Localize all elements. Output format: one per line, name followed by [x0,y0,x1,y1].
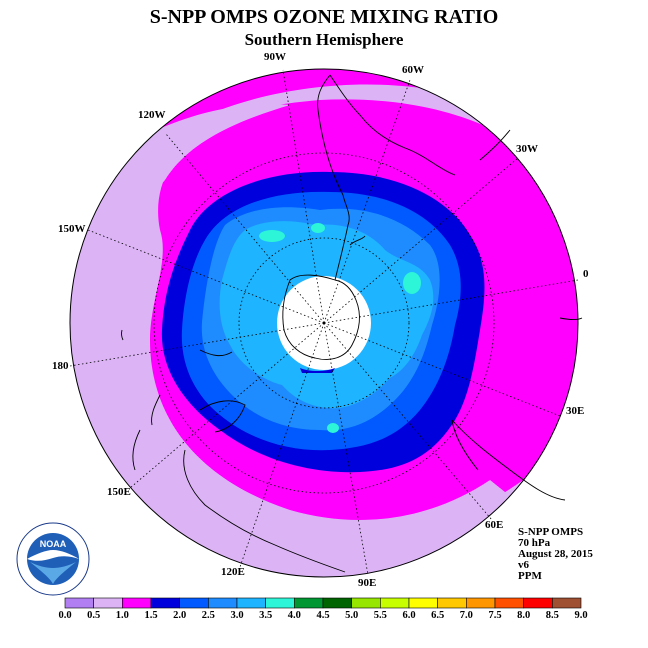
lon-label-0: 0 [583,268,589,280]
noaa-logo: NOAA [16,522,90,596]
colorbar-swatch [179,597,209,609]
info-level: 70 hPa [518,537,551,549]
colorbar-tick-label: 7.0 [459,610,473,621]
colorbar-swatch [150,597,180,609]
lon-label-120w: 120W [138,109,166,121]
colorbar-tick-label: 4.0 [287,610,301,621]
colorbar-swatch [294,597,324,609]
colorbar-swatch [494,597,524,609]
colorbar-swatch [64,597,94,609]
colorbar-swatch [380,597,410,609]
colorbar-tick-label: 3.0 [230,610,244,621]
colorbar-tick-label: 7.5 [488,610,502,621]
colorbar-tick-label: 2.0 [173,610,187,621]
lon-label-120e: 120E [221,566,245,578]
colorbar-tick-label: 2.5 [201,610,215,621]
colorbar-swatch [265,597,295,609]
colorbar-tick-label: 8.0 [517,610,531,621]
colorbar-tick-label: 5.5 [373,610,387,621]
lon-label-150w: 150W [58,223,86,235]
colorbar-swatch [122,597,152,609]
colorbar-swatch [466,597,496,609]
colorbar-tick-label: 0.0 [58,610,72,621]
south-pole-marker [322,321,326,325]
pole-edge [300,368,335,373]
colorbar-tick-label: 9.0 [574,610,588,621]
colorbar-tick-label: 8.5 [545,610,559,621]
max-patch-east [403,272,421,294]
map-border [69,68,579,578]
lon-label-180: 180 [52,360,69,372]
lon-label-30e: 30E [566,405,585,417]
colorbar-swatch [523,597,553,609]
map-title: S-NPP OMPS OZONE MIXING RATIO [149,6,499,28]
lon-label-60e: 60E [485,519,504,531]
info-instrument: S-NPP OMPS [518,526,584,538]
colorbar-tick-label: 1.0 [115,610,129,621]
max-patch-north [311,223,325,233]
colorbar-tick-label: 4.5 [316,610,330,621]
outer-arc-north-west [100,104,290,191]
lon-label-60w: 60W [402,64,424,76]
colorbar-swatch [236,597,266,609]
colorbar-swatch [437,597,467,609]
colorbar-tick-label: 5.0 [345,610,359,621]
colorbar-swatch [93,597,123,609]
colorbar-tick-label: 6.5 [431,610,445,621]
coastlines [121,74,583,573]
colorbar [64,597,582,609]
map-subtitle: Southern Hemisphere [244,30,404,49]
logo-text: NOAA [40,539,67,549]
graticule [69,69,579,576]
max-patch-south [327,423,339,433]
max-patch-west [259,230,285,242]
info-version: v6 [518,559,529,571]
colorbar-swatch [408,597,438,609]
colorbar-swatch [322,597,352,609]
lon-label-90e: 90E [358,577,377,589]
colorbar-tick-label: 6.0 [402,610,416,621]
colorbar-swatch [208,597,238,609]
info-units: PPM [518,570,542,582]
outer-arc-west [70,110,540,577]
colorbar-tick-label: 3.5 [259,610,273,621]
ozone-field [70,69,578,577]
colorbar-tick-label: 0.5 [87,610,101,621]
colorbar-swatch [351,597,381,609]
colorbar-tick-label: 1.5 [144,610,158,621]
info-date: August 28, 2015 [518,548,593,560]
colorbar-swatch [552,597,582,609]
lon-label-150e: 150E [107,486,131,498]
lon-label-30w: 30W [516,143,538,155]
lon-label-90w: 90W [264,51,286,63]
